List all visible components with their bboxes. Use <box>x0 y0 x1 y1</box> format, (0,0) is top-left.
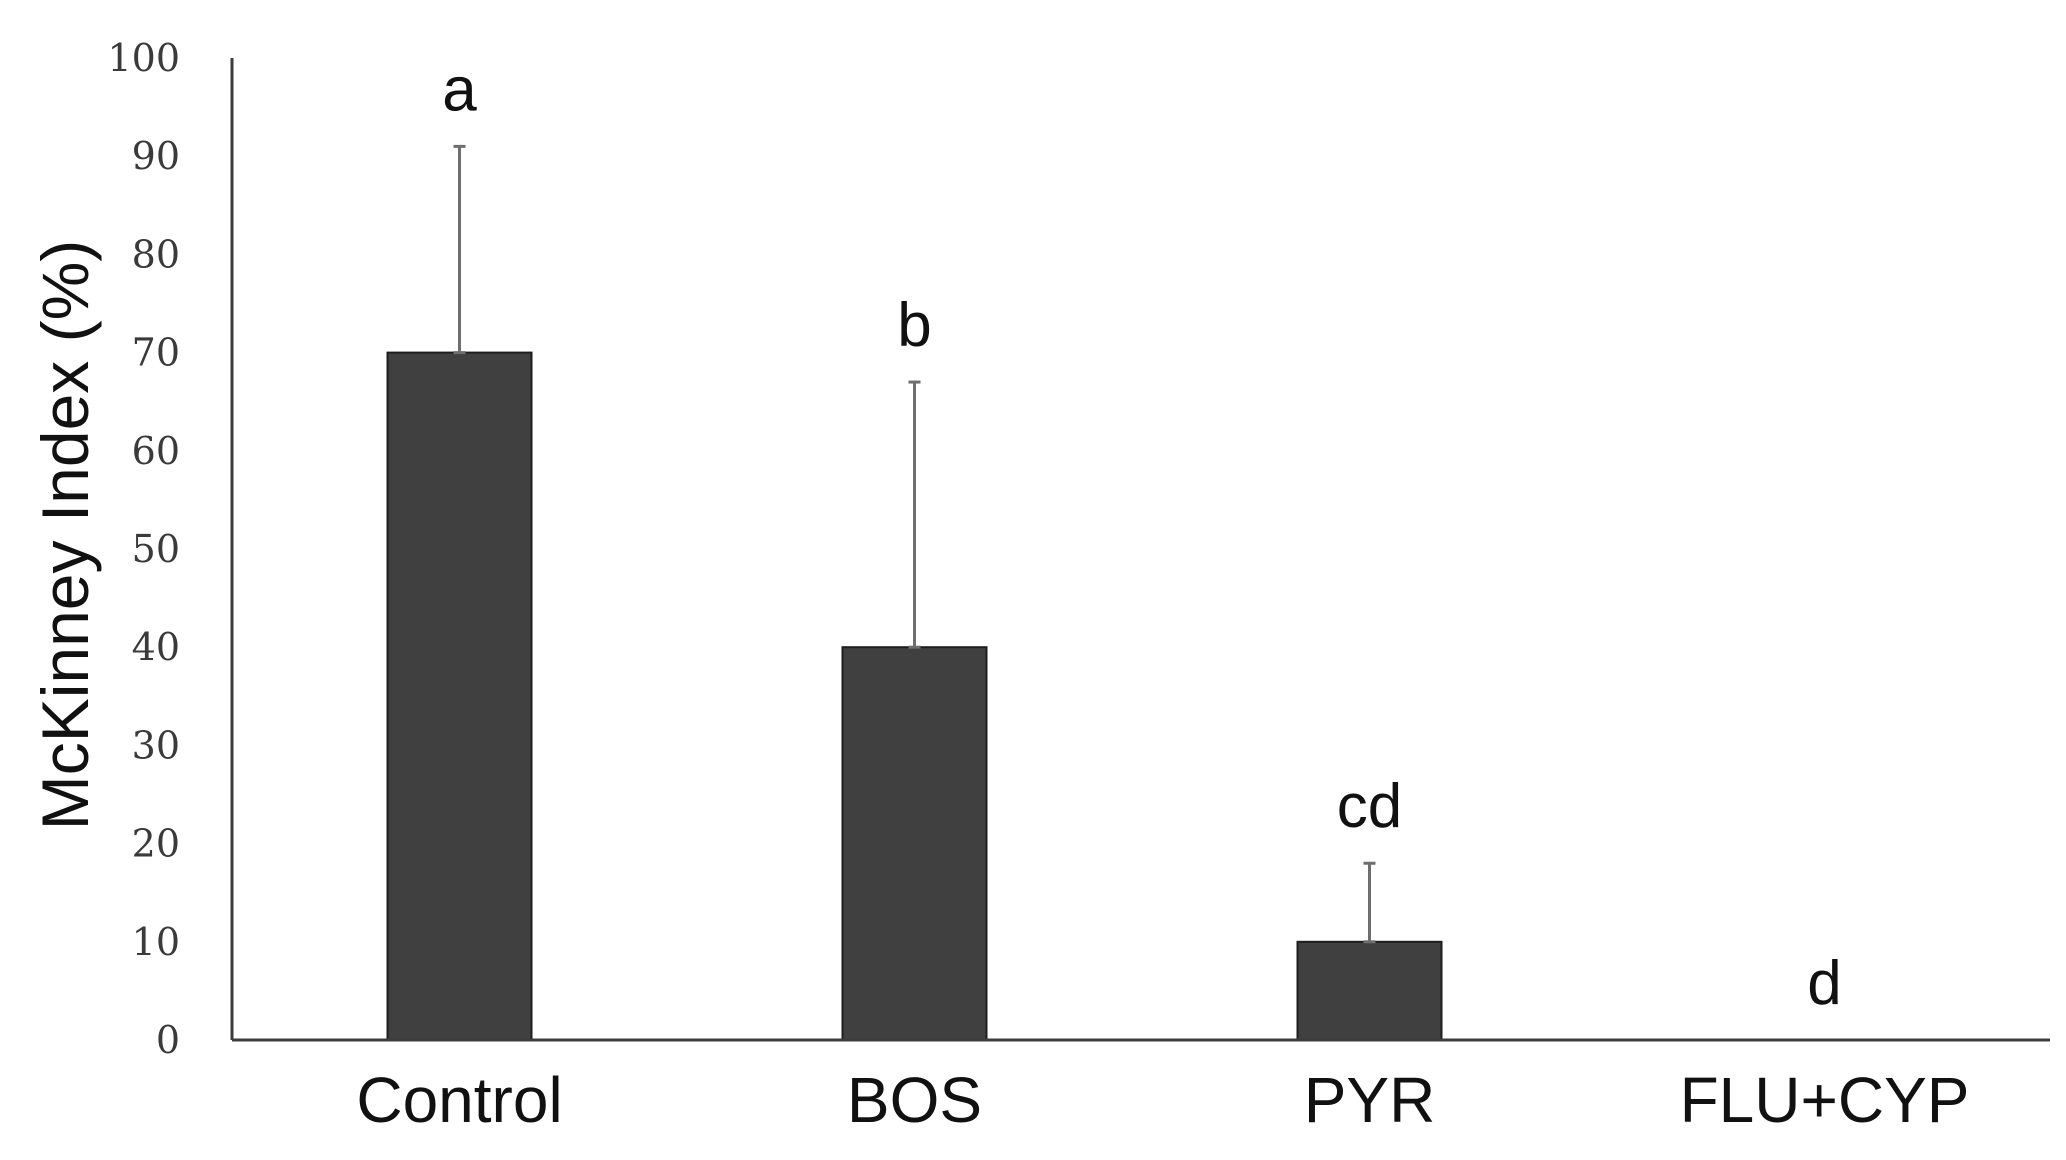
x-tick-label: FLU+CYP <box>1680 1064 1970 1136</box>
x-tick-label: PYR <box>1304 1064 1436 1136</box>
y-tick-label: 80 <box>132 232 180 276</box>
error-bars <box>453 144 1376 944</box>
y-axis-ticks: 0 10 20 30 40 50 60 70 80 90 100 <box>107 36 180 1062</box>
significance-label: a <box>442 55 477 124</box>
significance-label: cd <box>1337 772 1402 841</box>
y-tick-label: 50 <box>132 527 180 571</box>
y-tick-label: 60 <box>132 429 180 473</box>
y-tick-label: 70 <box>132 331 180 375</box>
x-tick-label: Control <box>356 1064 562 1136</box>
significance-labels: a b cd d <box>442 55 1841 1018</box>
y-tick-label: 30 <box>132 723 180 767</box>
significance-label: d <box>1807 949 1841 1018</box>
y-tick-label: 90 <box>132 134 180 178</box>
bar <box>841 646 988 1041</box>
bar <box>386 351 533 1042</box>
y-tick-label: 0 <box>156 1018 180 1062</box>
y-tick-label: 20 <box>132 822 180 866</box>
x-tick-label: BOS <box>847 1064 982 1136</box>
bar <box>1296 940 1443 1041</box>
significance-label: b <box>897 291 931 360</box>
x-axis-ticks: Control BOS PYR FLU+CYP <box>356 1064 1969 1136</box>
y-tick-label: 100 <box>107 36 180 80</box>
y-tick-label: 10 <box>132 920 180 964</box>
y-tick-label: 40 <box>132 625 180 669</box>
y-axis-label: McKinney Index (%) <box>28 240 102 831</box>
